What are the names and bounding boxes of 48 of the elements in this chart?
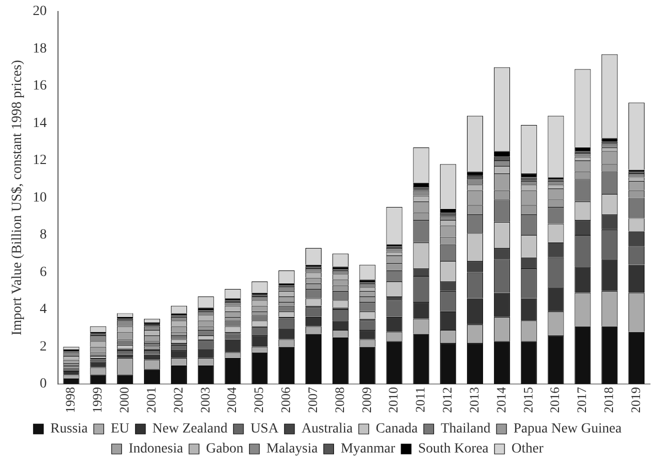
- legend-label: EU: [110, 422, 130, 437]
- legend-label: South Korea: [418, 442, 490, 457]
- y-tick-label: 10: [32, 190, 47, 206]
- x-tick-label: 2005: [251, 387, 266, 413]
- x-tick-label: 2019: [628, 387, 643, 413]
- legend-label: Papua New Guinea: [514, 422, 622, 437]
- x-tick-label: 2004: [224, 386, 240, 413]
- legend-label: USA: [250, 422, 280, 437]
- x-tick-label: 2000: [116, 387, 132, 413]
- y-tick-label: 12: [32, 153, 47, 168]
- x-tick-label: 2012: [440, 387, 455, 413]
- x-tick-label: 2007: [304, 386, 320, 413]
- x-tick-label: 2011: [412, 387, 428, 413]
- x-tick-label: 2002: [170, 387, 186, 413]
- x-tick-label: 1999: [90, 387, 105, 413]
- x-tick-label: 2001: [143, 387, 158, 413]
- y-tick-label: 2: [40, 339, 47, 354]
- legend-label: New Zealand: [152, 422, 228, 437]
- x-tick-label: 2017: [574, 386, 590, 413]
- x-tick-label: 1998: [62, 387, 78, 413]
- x-tick-label: 2006: [278, 386, 294, 413]
- x-tick-label: 2013: [466, 387, 482, 413]
- legend-label: Thailand: [440, 422, 491, 437]
- legend-label: Australia: [301, 422, 354, 437]
- x-tick-label: 2015: [520, 387, 536, 413]
- x-tick-label: 2010: [386, 387, 401, 413]
- x-tick-label: 2009: [358, 387, 374, 413]
- legend-label: Myanmar: [340, 442, 396, 457]
- legend-label: Gabon: [206, 442, 244, 457]
- y-tick-label: 16: [32, 78, 47, 94]
- y-tick-label: 20: [32, 4, 47, 20]
- legend-label: Canada: [376, 422, 419, 437]
- y-tick-label: 14: [32, 116, 47, 131]
- x-tick-label: 2018: [601, 387, 616, 413]
- legend-label: Indonesia: [128, 442, 184, 457]
- y-tick-label: 8: [40, 228, 47, 243]
- x-tick-label: 2016: [547, 386, 562, 413]
- legend-label: Russia: [50, 422, 89, 437]
- y-tick-label: 18: [32, 41, 47, 56]
- legend-label: Other: [512, 442, 544, 457]
- legend-label: Malaysia: [266, 442, 318, 457]
- x-tick-label: 2003: [197, 387, 212, 413]
- x-tick-label: 2008: [332, 387, 347, 413]
- y-axis-title: Import Value (Billion US$, constant 1998 prices): [10, 60, 26, 336]
- y-tick-label: 6: [40, 264, 47, 280]
- y-tick-label: 4: [40, 302, 47, 318]
- y-tick-label: 0: [40, 376, 47, 392]
- x-tick-label: 2014: [493, 386, 508, 413]
